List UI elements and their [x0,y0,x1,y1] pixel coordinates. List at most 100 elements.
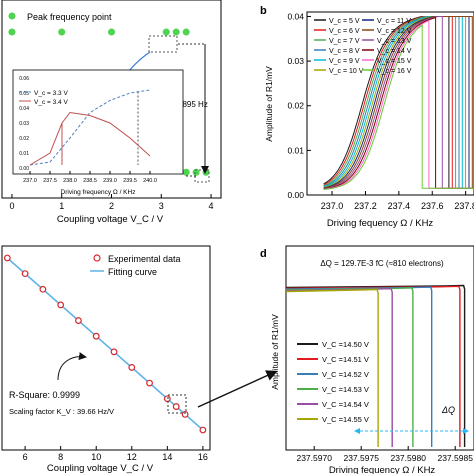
experimental-point [3,254,11,262]
legend-label: V_C =14.51 V [322,355,369,364]
legend-marker-experimental [93,254,101,262]
inset-x-label: Driving frequency Ω / KHz [61,189,136,196]
series-line [323,16,474,189]
panel-a: 0 1 2 3 4 Peak frequency point Δ = 1895 Hz 2… [1,0,222,225]
x-tick-label: 3 [159,201,164,211]
experimental-point [57,301,65,309]
legend-label: V_c = 12 V [377,28,412,35]
x-tick-label: 237.8 [454,201,474,211]
selection-box-top [148,35,178,53]
legend-label: V_c = 16 V [377,68,412,75]
legend-label-peak: Peak frequency point [27,12,112,22]
experimental-point [128,364,136,371]
x-tick-label: 237.5975 [343,453,379,463]
x-tick-label: 16 [198,452,208,462]
x-tick-label: 14 [162,452,172,462]
inset-y-tick-label: 0.01 [19,151,29,157]
axis-y-label: Amplitude of R1/mV [270,314,280,390]
axis-y-label: Amplitude of R1/mV [264,66,274,142]
experimental-point [39,285,47,293]
axis-x-label: Driving fequency Ω / KHz [327,218,434,229]
inset-y-tick-label: 0.06 [19,76,29,82]
peak-point [58,28,66,36]
x-tick-label: 237.4 [388,201,411,211]
experimental-point [163,395,171,403]
axis-x-label: Driving fequency Ω / KHz [329,465,436,474]
y-tick-label: 0.02 [287,101,304,111]
x-tick-label: 237.5970 [296,453,332,463]
panel-c: 6 8 10 12 14 16 Experimental data Fitting cur… [1,245,278,474]
legend-label-fitting: Fitting curve [108,267,157,277]
legend-label: V_c = 11 V [377,18,411,25]
peak-point [192,168,200,176]
r-square-label: R-Square: 0.9999 [9,390,80,400]
legend-label: V_c = 15 V [377,58,412,65]
axis-x-label: Coupling voltage V_C / V [47,463,154,474]
panel-c-frame [1,245,211,451]
panel-d: d ΔQ = 129.7E-3 fC (≈810 electrons) 237.… [260,245,474,474]
inset-legend-label-1: V_c = 3.3 V [34,90,68,97]
selection-box [167,394,187,414]
legend-marker-peak [8,12,16,20]
inset-legend-label-2: V_c = 3.4 V [34,99,68,106]
delta-annotation: Δ = 1895 Hz [164,100,208,109]
series-line [323,16,474,190]
inset-x-tick-label: 239.0 [103,178,117,184]
series-line [323,16,474,190]
y-tick-label: 0.00 [287,190,304,200]
x-tick-label: 2 [109,201,114,211]
experimental-point [146,379,153,387]
inset-y-tick-label: 0.02 [19,136,29,142]
connector-arrow [197,370,278,408]
legend-label: V_C =14.50 V [322,340,369,349]
experimental-point [172,403,180,410]
y-tick-label: 0.04 [287,11,304,21]
delta-q-label: ΔQ [441,405,455,415]
legend-label: V_C =14.55 V [322,415,369,424]
experimental-point [181,410,189,418]
inset-series-line [29,111,151,166]
y-tick-label: 0.01 [287,145,304,155]
series-line [285,284,466,447]
legend-label: V_c = 7 V [329,38,360,45]
inset-y-tick-label: 0.03 [19,121,29,127]
inset-x-tick-label: 240.0 [143,178,157,184]
legend-label: V_c = 8 V [329,48,360,55]
experimental-point [92,332,100,340]
panel-b-frame [306,11,474,196]
series-line [323,24,474,190]
legend-label: V_c = 14 V [377,48,412,55]
legend-label-experimental: Experimental data [108,254,181,264]
inset-y-tick-label: 0.00 [19,166,29,172]
peak-point [172,28,180,36]
delta-q-note: ΔQ = 129.7E-3 fC (≈810 electrons) [320,259,444,268]
legend-label: V_c = 10 V [329,68,364,75]
panel-label-b: b [260,5,267,17]
peak-point [8,28,16,36]
peak-point [182,168,190,176]
experimental-point [199,426,207,434]
legend-label: V_C =14.54 V [322,400,369,409]
experimental-point [110,348,118,356]
legend-label: V_c = 6 V [329,28,360,35]
experimental-point [75,317,82,324]
inset-x-tick-label: 238.5 [83,178,97,184]
x-tick-label: 0 [9,201,14,211]
y-tick-label: 0.03 [287,56,304,66]
x-tick-label: 12 [127,452,137,462]
legend-label: V_C =14.53 V [322,385,369,394]
inset-x-tick-label: 239.5 [123,178,137,184]
peak-point [108,28,115,36]
annotation-arrow [57,352,87,381]
series-line [285,285,461,447]
x-tick-label: 237.5985 [437,453,473,463]
panel-b: b 237.0 237.2 237.4 237.6 237.8 0.00 0.01 0.02 0… [260,5,474,229]
inset-x-tick-label: 237.0 [23,178,37,184]
experimental-point [21,270,29,278]
inset-y-tick-label: 0.04 [19,106,29,112]
inset-chart: 237.0 237.5 238.0 238.5 239.0 239.5 240.0 0.06 0… [12,69,184,196]
inset-frame [12,69,184,175]
legend-label: V_c = 5 V [329,18,360,25]
panel-d-frame [285,245,474,451]
legend-label: V_C =14.52 V [322,370,369,379]
